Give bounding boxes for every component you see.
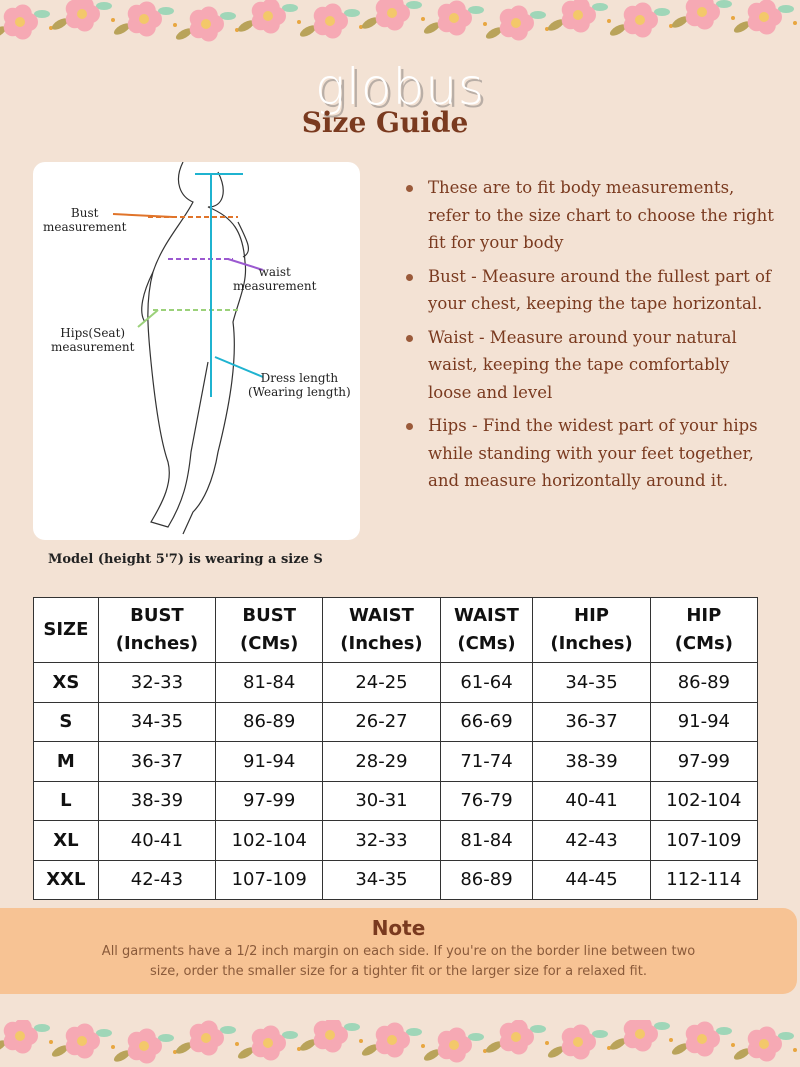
dress-length-label: Dress length (Wearing length) (248, 371, 351, 399)
value-cell: 32-33 (97, 662, 217, 703)
column-header: HIP (Inches) (532, 597, 651, 663)
bullet-item: Waist - Measure around your natural wais… (404, 324, 774, 407)
table-row: XS 32-33 81-84 24-25 61-64 34-35 86-89 (33, 662, 759, 703)
size-cell: XS (33, 662, 99, 703)
page-title: Size Guide (301, 106, 469, 139)
value-cell: 76-79 (439, 780, 534, 821)
bust-label: Bust measurement (43, 206, 127, 234)
value-cell: 107-109 (215, 859, 324, 900)
size-cell: L (33, 780, 99, 821)
value-cell: 91-94 (215, 741, 324, 782)
header-line: BUST (242, 605, 296, 626)
value-cell: 112-114 (649, 859, 759, 900)
header-line: HIP (574, 605, 610, 626)
header-unit: (CMs) (674, 633, 733, 654)
size-cell: XL (33, 820, 99, 861)
header-line: HIP (686, 605, 722, 626)
floral-border-top (0, 0, 797, 42)
note-text: All garments have a 1/2 inch margin on e… (101, 944, 696, 979)
size-cell: S (33, 701, 99, 742)
table-row: XXL 42-43 107-109 34-35 86-89 44-45 112-114 (33, 859, 759, 900)
column-header: BUST (CMs) (215, 597, 324, 663)
hips-label: Hips(Seat) measurement (51, 326, 135, 354)
measurement-instructions: These are to fit body measurements, refe… (404, 174, 774, 501)
table-row: M 36-37 91-94 28-29 71-74 38-39 97-99 (33, 741, 759, 782)
value-cell: 32-33 (322, 820, 441, 861)
note-title: Note (371, 916, 426, 940)
column-header: BUST (Inches) (97, 597, 217, 663)
column-header: SIZE (33, 597, 99, 663)
value-cell: 36-37 (97, 741, 217, 782)
table-row: S 34-35 86-89 26-27 66-69 36-37 91-94 (33, 701, 759, 742)
value-cell: 24-25 (322, 662, 441, 703)
value-cell: 38-39 (97, 780, 217, 821)
value-cell: 71-74 (439, 741, 534, 782)
value-cell: 107-109 (649, 820, 759, 861)
waist-label: waist measurement (233, 265, 317, 293)
header-line: BUST (130, 605, 184, 626)
column-header: WAIST (Inches) (322, 597, 441, 663)
value-cell: 30-31 (322, 780, 441, 821)
value-cell: 40-41 (97, 820, 217, 861)
model-caption: Model (height 5'7) is wearing a size S (48, 552, 323, 567)
value-cell: 36-37 (532, 701, 651, 742)
value-cell: 42-43 (532, 820, 651, 861)
value-cell: 97-99 (649, 741, 759, 782)
value-cell: 40-41 (532, 780, 651, 821)
value-cell: 26-27 (322, 701, 441, 742)
value-cell: 81-84 (439, 820, 534, 861)
header-unit: (Inches) (550, 633, 633, 654)
header-line: SIZE (43, 619, 89, 640)
header-unit: (CMs) (240, 633, 299, 654)
header-unit: (Inches) (340, 633, 423, 654)
value-cell: 66-69 (439, 701, 534, 742)
table-row: L 38-39 97-99 30-31 76-79 40-41 102-104 (33, 780, 759, 821)
value-cell: 102-104 (215, 820, 324, 861)
value-cell: 91-94 (649, 701, 759, 742)
body-figure (112, 162, 264, 535)
value-cell: 34-35 (532, 662, 651, 703)
value-cell: 86-89 (215, 701, 324, 742)
column-header: HIP (CMs) (649, 597, 759, 663)
floral-border-bottom (0, 1020, 797, 1064)
brand-logo: globus (315, 58, 485, 116)
measurement-illustration: Bust measurement waist measurement Hips(… (33, 162, 360, 540)
size-cell: XXL (33, 859, 99, 900)
value-cell: 34-35 (97, 701, 217, 742)
value-cell: 102-104 (649, 780, 759, 821)
value-cell: 34-35 (322, 859, 441, 900)
value-cell: 86-89 (649, 662, 759, 703)
value-cell: 44-45 (532, 859, 651, 900)
value-cell: 97-99 (215, 780, 324, 821)
table-row: XL 40-41 102-104 32-33 81-84 42-43 107-109 (33, 820, 759, 861)
bullet-item: These are to fit body measurements, refe… (404, 174, 774, 257)
header-line: WAIST (349, 605, 414, 626)
size-chart-table: SIZE BUST (Inches) BUST (CMs) WAIST (Inches) WA… (33, 597, 759, 900)
value-cell: 86-89 (439, 859, 534, 900)
header-line: WAIST (454, 605, 519, 626)
note-box: Note All garments have a 1/2 inch margin… (0, 908, 797, 994)
bullet-item: Bust - Measure around the fullest part o… (404, 263, 774, 318)
value-cell: 38-39 (532, 741, 651, 782)
value-cell: 28-29 (322, 741, 441, 782)
size-cell: M (33, 741, 99, 782)
column-header: WAIST (CMs) (439, 597, 534, 663)
header-unit: (Inches) (115, 633, 199, 654)
value-cell: 61-64 (439, 662, 534, 703)
value-cell: 81-84 (215, 662, 324, 703)
value-cell: 42-43 (97, 859, 217, 900)
bullet-item: Hips - Find the widest part of your hips… (404, 412, 774, 495)
header-unit: (CMs) (457, 633, 516, 654)
